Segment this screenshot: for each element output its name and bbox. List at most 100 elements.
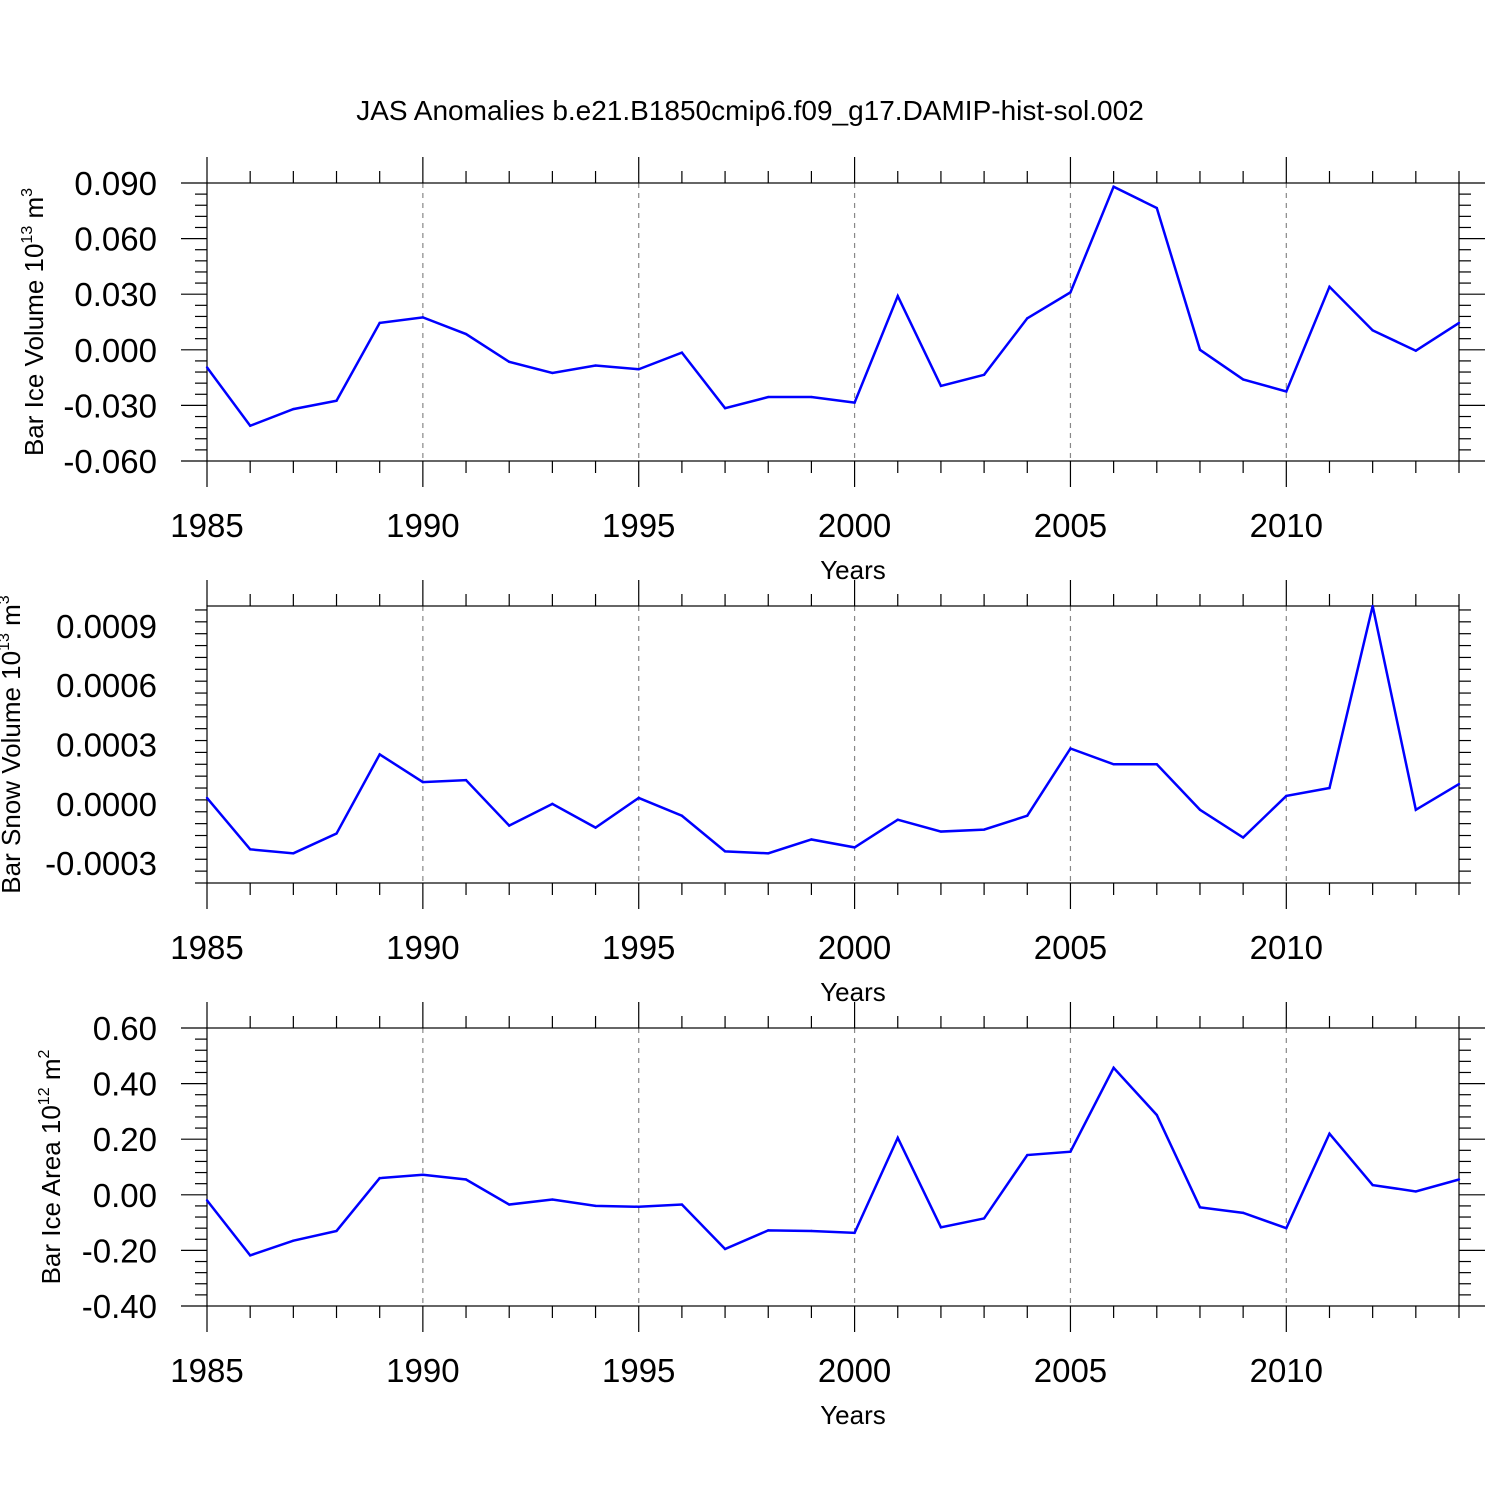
data-point-1988 bbox=[335, 1229, 338, 1233]
data-point-1987 bbox=[292, 407, 295, 411]
data-point-1994 bbox=[594, 364, 597, 367]
data-point-2013 bbox=[1414, 808, 1418, 811]
data-point-2004 bbox=[1026, 1153, 1029, 1157]
data-point-2013 bbox=[1414, 349, 1418, 352]
data-point-1993 bbox=[551, 802, 554, 806]
y-tick-label: 0.060 bbox=[74, 221, 157, 258]
y-label-exponent: 12 bbox=[36, 1087, 53, 1105]
data-point-2002 bbox=[939, 1226, 943, 1229]
data-point-1997 bbox=[723, 850, 727, 853]
x-tick-label-2010: 2010 bbox=[1250, 507, 1323, 544]
data-point-1985 bbox=[205, 796, 209, 800]
data-point-1991 bbox=[464, 1178, 468, 1181]
x-tick-label-2005: 2005 bbox=[1034, 1352, 1107, 1389]
data-point-2005 bbox=[1069, 291, 1072, 294]
data-point-1999 bbox=[810, 395, 813, 399]
data-point-1992 bbox=[508, 1203, 511, 1206]
data-point-1987 bbox=[292, 852, 295, 855]
data-point-2001 bbox=[896, 1136, 899, 1140]
data-point-2012 bbox=[1371, 329, 1374, 332]
data-point-1999 bbox=[810, 1229, 813, 1233]
x-tick-label-1990: 1990 bbox=[386, 1352, 459, 1389]
data-point-2009 bbox=[1241, 1211, 1245, 1215]
data-point-1997 bbox=[723, 406, 727, 410]
data-point-2006 bbox=[1112, 763, 1115, 766]
data-point-1990 bbox=[421, 1173, 425, 1176]
data-point-2006 bbox=[1112, 1066, 1115, 1069]
y-tick-label: -0.0003 bbox=[45, 845, 157, 882]
y-label-unit-exponent: 2 bbox=[36, 1049, 53, 1058]
data-point-1986 bbox=[248, 424, 252, 427]
y-label-text: Bar Ice Volume 10 bbox=[19, 244, 49, 456]
data-point-2014 bbox=[1457, 321, 1461, 325]
x-tick-label-1985: 1985 bbox=[170, 507, 243, 544]
y-tick-label: 0.00 bbox=[93, 1177, 157, 1214]
data-point-2004 bbox=[1026, 317, 1029, 320]
data-point-1989 bbox=[378, 321, 381, 325]
y-label-text: Bar Ice Area 10 bbox=[36, 1105, 66, 1284]
x-tick-label-1985: 1985 bbox=[170, 1352, 243, 1389]
data-point-1986 bbox=[248, 1254, 252, 1257]
data-point-2005 bbox=[1069, 1150, 1072, 1153]
y-label-text: Bar Snow Volume 10 bbox=[0, 651, 26, 894]
data-point-1995 bbox=[637, 368, 640, 371]
x-tick-label-2005: 2005 bbox=[1034, 507, 1107, 544]
data-point-1993 bbox=[551, 1198, 554, 1201]
data-point-1990 bbox=[421, 780, 425, 784]
data-point-1994 bbox=[594, 826, 597, 829]
y-tick-label: 0.090 bbox=[74, 165, 157, 202]
data-point-1988 bbox=[335, 832, 338, 835]
data-point-1994 bbox=[594, 1204, 597, 1208]
y-axis-label: Bar Ice Volume 1013 m3 bbox=[19, 188, 49, 456]
data-point-2009 bbox=[1241, 378, 1245, 381]
data-point-2007 bbox=[1155, 206, 1158, 210]
data-point-2002 bbox=[939, 384, 943, 388]
panel-ice-area: 1985 1990 1995 2000 2005 2010 Years -0.40 -0.20 0… bbox=[36, 1002, 1485, 1430]
panel-snow-volume: 1985 1990 1995 2000 2005 2010 Years -0.0003 0.00… bbox=[0, 580, 1471, 1007]
data-point-2008 bbox=[1198, 808, 1202, 811]
data-point-2005 bbox=[1069, 747, 1072, 750]
y-label-unit: m bbox=[19, 197, 49, 226]
x-axis-label: Years bbox=[820, 977, 886, 1007]
data-point-2000 bbox=[853, 1231, 856, 1235]
data-point-2003 bbox=[982, 373, 986, 377]
data-point-2004 bbox=[1026, 814, 1029, 817]
data-point-1991 bbox=[464, 332, 468, 336]
x-axis-label: Years bbox=[820, 555, 886, 585]
y-label-exponent: 13 bbox=[19, 226, 36, 244]
series-line-0 bbox=[206, 605, 1460, 855]
x-tick-label-2010: 2010 bbox=[1250, 929, 1323, 966]
y-label-unit: m bbox=[0, 604, 26, 633]
data-point-2010 bbox=[1285, 390, 1288, 393]
data-point-2011 bbox=[1328, 786, 1331, 790]
y-tick-label: 0.40 bbox=[93, 1066, 157, 1103]
data-point-2014 bbox=[1457, 1178, 1461, 1181]
data-point-1987 bbox=[292, 1239, 295, 1242]
plot-frame bbox=[206, 1027, 1460, 1307]
y-tick-label: 0.0003 bbox=[56, 727, 157, 764]
y-label-unit-exponent: 3 bbox=[19, 188, 36, 197]
y-tick-label: 0.60 bbox=[93, 1010, 157, 1047]
data-point-1992 bbox=[508, 824, 511, 827]
data-point-2011 bbox=[1328, 1132, 1331, 1135]
x-tick-label-1990: 1990 bbox=[386, 507, 459, 544]
y-tick-label: -0.20 bbox=[82, 1232, 157, 1269]
data-point-1991 bbox=[464, 778, 468, 782]
y-axis-label: Bar Ice Area 1012 m2 bbox=[36, 1049, 66, 1284]
y-axis-label: Bar Snow Volume 1013 m3 bbox=[0, 595, 26, 894]
data-point-2008 bbox=[1198, 1206, 1202, 1209]
data-point-1986 bbox=[248, 848, 252, 851]
data-point-1988 bbox=[335, 399, 338, 402]
x-tick-label-1985: 1985 bbox=[170, 929, 243, 966]
data-point-1993 bbox=[551, 371, 554, 375]
data-point-2007 bbox=[1155, 1113, 1158, 1117]
data-point-2000 bbox=[853, 401, 856, 404]
data-point-1995 bbox=[637, 796, 640, 800]
data-point-2011 bbox=[1328, 285, 1331, 288]
data-point-2012 bbox=[1371, 604, 1374, 608]
y-tick-label: 0.000 bbox=[74, 332, 157, 369]
data-point-2014 bbox=[1457, 782, 1461, 786]
data-point-1995 bbox=[637, 1205, 640, 1208]
data-point-1989 bbox=[378, 753, 381, 756]
x-tick-label-2000: 2000 bbox=[818, 1352, 891, 1389]
